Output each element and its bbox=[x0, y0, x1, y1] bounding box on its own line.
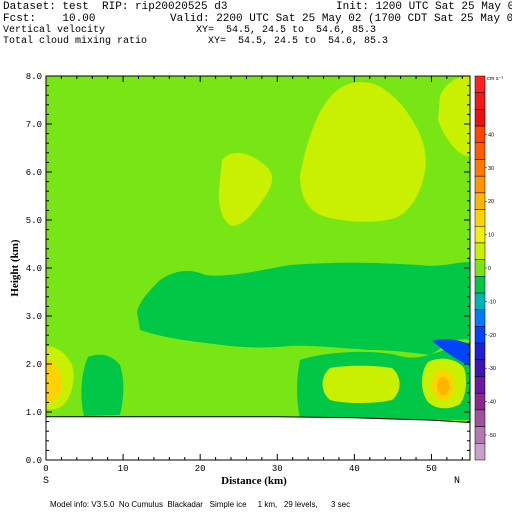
init-time-label: Init: 1200 UTC Sat 25 May 02 bbox=[336, 1, 512, 13]
colorbar-swatch bbox=[474, 226, 486, 244]
colorbar-swatch bbox=[474, 109, 486, 127]
updraft-cell-upper-right bbox=[438, 76, 470, 157]
x-tick-label: 30 bbox=[272, 464, 283, 474]
colorbar-swatch bbox=[474, 276, 486, 294]
model-info-footer: Model info: V3.5.0 No Cumulus Blackadar … bbox=[50, 500, 351, 509]
colorbar-swatch bbox=[474, 259, 486, 277]
forecast-hour-label: Fcst: 10.00 bbox=[3, 13, 96, 25]
field1-label: Vertical velocity bbox=[3, 25, 106, 36]
colorbar-swatch bbox=[474, 376, 486, 394]
y-tick-label: 7.0 bbox=[26, 120, 42, 130]
y-axis-title: Height (km) bbox=[9, 239, 21, 296]
low-green-cell-left bbox=[81, 354, 124, 416]
x-axis-title: Distance (km) bbox=[221, 475, 287, 487]
field1-xy-label: XY= 54.5, 24.5 to 54.6, 85.3 bbox=[196, 25, 377, 36]
colorbar-swatch bbox=[474, 125, 486, 144]
colorbar-swatch bbox=[474, 242, 486, 260]
colorbar-unit: cm s⁻¹ bbox=[487, 76, 504, 82]
colorbar-swatch bbox=[474, 159, 486, 177]
y-tick-label: 1.0 bbox=[26, 408, 42, 418]
colorbar-swatch bbox=[474, 359, 486, 377]
terrain-mask bbox=[46, 416, 470, 460]
y-tick-label: 4.0 bbox=[26, 264, 42, 274]
x-end-label-north: N bbox=[454, 476, 460, 487]
colorbar-label: -40 bbox=[488, 400, 496, 406]
colorbar-label: -10 bbox=[488, 299, 496, 305]
y-tick-label: 0.0 bbox=[26, 456, 42, 466]
x-tick-label: 10 bbox=[118, 464, 129, 474]
colorbar-label: 30 bbox=[488, 166, 494, 172]
y-tick-label: 6.0 bbox=[26, 168, 42, 178]
updraft-core-max-lower-right bbox=[437, 377, 449, 395]
y-tick-label: 8.0 bbox=[26, 72, 42, 82]
colorbar-label: 10 bbox=[488, 233, 494, 239]
updraft-cell-lower-center bbox=[322, 365, 400, 403]
colorbar-swatch bbox=[474, 426, 486, 444]
colorbar-swatch bbox=[474, 392, 486, 411]
colorbar-swatch bbox=[474, 192, 486, 210]
colorbar-label: 0 bbox=[488, 266, 491, 272]
updraft-cell-upper-left bbox=[218, 152, 273, 226]
y-tick-label: 5.0 bbox=[26, 216, 42, 226]
x-tick-label: 0 bbox=[43, 464, 48, 474]
updraft-cell-upper-center bbox=[300, 81, 426, 222]
y-tick-label: 2.0 bbox=[26, 360, 42, 370]
x-tick-label: 20 bbox=[195, 464, 206, 474]
colorbar-swatch bbox=[474, 342, 486, 361]
downdraft-band bbox=[137, 262, 470, 355]
field2-label: Total cloud mixing ratio bbox=[3, 36, 148, 47]
blue-downdraft-patch bbox=[432, 339, 470, 366]
colorbar-swatch bbox=[474, 142, 486, 160]
terrain-line bbox=[46, 416, 471, 424]
colorbar-swatch bbox=[474, 409, 486, 427]
colorbar-swatch bbox=[474, 209, 486, 227]
colorbar-swatch bbox=[474, 175, 486, 194]
colorbar-label: 40 bbox=[488, 132, 494, 138]
y-tick-label: 3.0 bbox=[26, 312, 42, 322]
x-end-label-south: S bbox=[43, 476, 49, 487]
x-tick-label: 40 bbox=[349, 464, 360, 474]
updraft-core-lower-left bbox=[46, 360, 62, 403]
x-tick-label: 50 bbox=[426, 464, 437, 474]
dataset-label: Dataset: test RIP: rip20020525 d3 bbox=[3, 1, 228, 13]
colorbar-swatch bbox=[474, 443, 486, 461]
colorbar-swatch bbox=[474, 75, 486, 93]
colorbar-swatch bbox=[474, 309, 486, 327]
colorbar-label: 20 bbox=[488, 199, 494, 205]
colorbar-label: -50 bbox=[488, 433, 496, 439]
colorbar-swatch bbox=[474, 92, 486, 110]
valid-time-label: Valid: 2200 UTC Sat 25 May 02 (1700 CDT … bbox=[170, 13, 512, 25]
colorbar-label: -30 bbox=[488, 366, 496, 372]
field2-xy-label: XY= 54.5, 24.5 to 54.6, 85.3 bbox=[208, 36, 389, 47]
colorbar-swatch bbox=[474, 326, 486, 344]
colorbar-swatch bbox=[474, 292, 486, 310]
colorbar-label: -20 bbox=[488, 333, 496, 339]
